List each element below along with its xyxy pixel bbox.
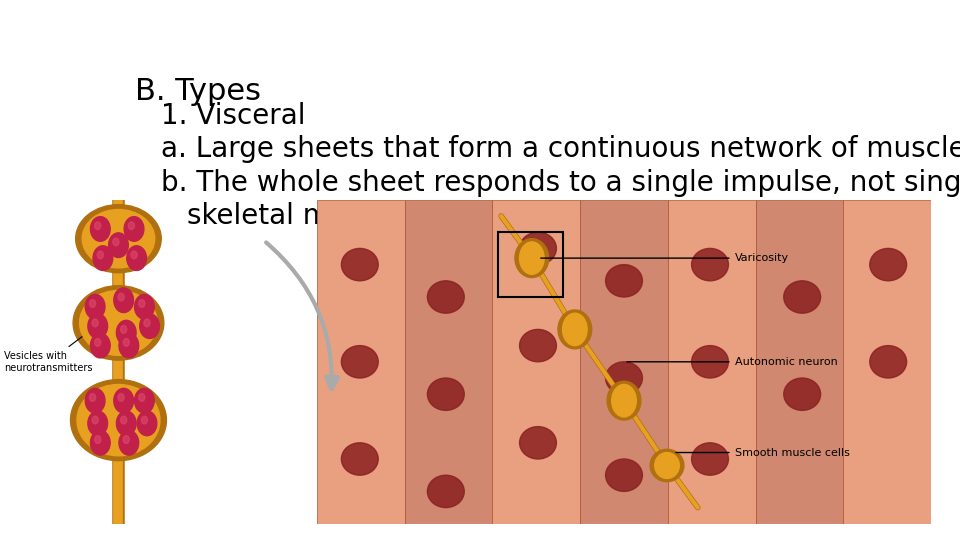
Ellipse shape: [519, 427, 557, 459]
Circle shape: [95, 222, 101, 230]
Ellipse shape: [342, 443, 378, 475]
Text: Varicosity: Varicosity: [540, 253, 789, 263]
Text: Autonomic neuron: Autonomic neuron: [627, 357, 837, 367]
Circle shape: [123, 436, 130, 443]
Circle shape: [95, 339, 101, 346]
Circle shape: [121, 326, 127, 333]
Circle shape: [95, 436, 101, 443]
Circle shape: [90, 430, 110, 455]
Circle shape: [129, 222, 134, 230]
Text: Smooth muscle cells: Smooth muscle cells: [676, 448, 850, 457]
Ellipse shape: [691, 346, 729, 378]
Circle shape: [118, 293, 124, 301]
Text: a. Large sheets that form a continuous network of muscle: a. Large sheets that form a continuous n…: [161, 136, 960, 164]
Circle shape: [116, 411, 136, 436]
Circle shape: [89, 300, 96, 307]
Ellipse shape: [519, 329, 557, 362]
Text: https://www.youtube.com/watch?v=o18UycWRsaA: https://www.youtube.com/watch?v=o18UycWR…: [432, 202, 821, 217]
Ellipse shape: [606, 459, 642, 491]
Ellipse shape: [70, 380, 166, 461]
Ellipse shape: [783, 378, 821, 410]
Circle shape: [118, 394, 124, 401]
Ellipse shape: [558, 310, 591, 349]
Ellipse shape: [606, 362, 642, 394]
Circle shape: [90, 217, 110, 241]
Ellipse shape: [427, 281, 465, 313]
Circle shape: [114, 288, 133, 313]
Circle shape: [127, 246, 147, 271]
Ellipse shape: [77, 384, 160, 456]
Ellipse shape: [870, 346, 906, 378]
Circle shape: [131, 251, 137, 259]
Circle shape: [134, 294, 155, 319]
Circle shape: [140, 314, 159, 339]
Circle shape: [112, 238, 119, 246]
Circle shape: [137, 411, 156, 436]
Circle shape: [92, 416, 98, 424]
Text: 1. Visceral: 1. Visceral: [161, 102, 305, 130]
Ellipse shape: [519, 242, 544, 274]
Circle shape: [116, 320, 136, 345]
Circle shape: [138, 394, 145, 401]
Bar: [756, 200, 844, 524]
Circle shape: [92, 319, 98, 327]
Ellipse shape: [342, 248, 378, 281]
Circle shape: [85, 388, 105, 413]
Circle shape: [123, 339, 130, 346]
Ellipse shape: [83, 210, 155, 268]
Ellipse shape: [427, 475, 465, 508]
Ellipse shape: [76, 205, 161, 273]
Ellipse shape: [691, 248, 729, 281]
Bar: [404, 200, 492, 524]
Ellipse shape: [80, 291, 157, 355]
Text: b. The whole sheet responds to a single impulse, not singly like: b. The whole sheet responds to a single …: [161, 168, 960, 197]
Circle shape: [97, 251, 104, 259]
Circle shape: [121, 416, 127, 424]
Ellipse shape: [691, 443, 729, 475]
Circle shape: [88, 411, 108, 436]
Ellipse shape: [519, 232, 557, 265]
Circle shape: [134, 388, 155, 413]
Ellipse shape: [342, 346, 378, 378]
Bar: [492, 200, 580, 524]
Ellipse shape: [427, 378, 465, 410]
Circle shape: [124, 217, 144, 241]
Bar: [498, 232, 563, 297]
Ellipse shape: [612, 384, 636, 417]
Ellipse shape: [655, 453, 680, 478]
Circle shape: [114, 388, 133, 413]
Bar: [580, 200, 668, 524]
Circle shape: [144, 319, 150, 327]
Bar: [317, 200, 404, 524]
Circle shape: [85, 294, 105, 319]
Text: B. Types: B. Types: [134, 77, 261, 106]
Circle shape: [90, 333, 110, 358]
Ellipse shape: [515, 239, 549, 278]
Text: Vesicles with
neurotransmitters: Vesicles with neurotransmitters: [5, 325, 97, 373]
Bar: [668, 200, 756, 524]
Circle shape: [93, 246, 112, 271]
Circle shape: [141, 416, 148, 424]
Circle shape: [138, 300, 145, 307]
Ellipse shape: [563, 313, 588, 346]
Bar: [844, 200, 931, 524]
Circle shape: [119, 430, 138, 455]
FancyArrowPatch shape: [266, 242, 338, 389]
Circle shape: [119, 333, 138, 358]
Ellipse shape: [783, 281, 821, 313]
Circle shape: [88, 314, 108, 339]
Text: skeletal muscle: skeletal muscle: [187, 202, 402, 230]
Ellipse shape: [607, 381, 641, 420]
Ellipse shape: [650, 449, 684, 482]
Circle shape: [89, 394, 96, 401]
Ellipse shape: [870, 248, 906, 281]
Ellipse shape: [606, 265, 642, 297]
Circle shape: [108, 233, 129, 258]
Ellipse shape: [73, 286, 164, 360]
